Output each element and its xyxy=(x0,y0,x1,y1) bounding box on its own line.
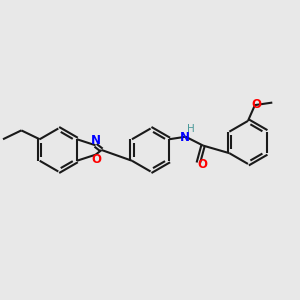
Text: O: O xyxy=(197,158,207,171)
Text: N: N xyxy=(180,130,190,143)
Text: O: O xyxy=(91,153,101,166)
Text: H: H xyxy=(187,124,195,134)
Text: N: N xyxy=(91,134,101,147)
Text: O: O xyxy=(251,98,262,111)
